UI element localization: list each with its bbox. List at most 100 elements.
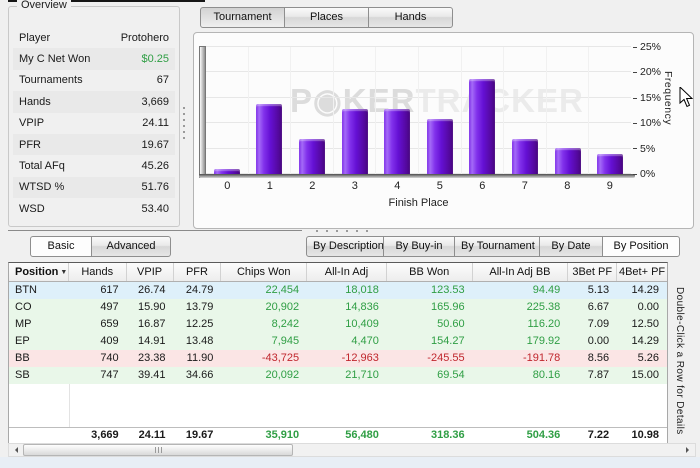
table-cell: BTN: [15, 284, 37, 296]
tab-by-position[interactable]: By Position: [602, 236, 680, 257]
overview-row-value: 53.40: [141, 202, 169, 215]
horizontal-scrollbar[interactable]: [8, 443, 696, 457]
table-row[interactable]: SB 747 39.41 34.66 20,092 21,710 69.54 80.16 7.8…: [9, 367, 667, 384]
column-header-bb-won[interactable]: BB Won: [387, 263, 473, 281]
scrollbar-thumb[interactable]: [23, 444, 293, 456]
table-cell: 165.96: [430, 301, 465, 313]
double-click-hint: Double-Click a Row for Details: [674, 287, 685, 435]
overview-panel: Overview Player Protohero My C Net Won $0.2…: [8, 0, 180, 227]
bar-slot: [588, 47, 631, 174]
overview-title: Overview: [17, 0, 71, 11]
totals-cell: [9, 428, 69, 444]
column-divider-line: [69, 384, 70, 427]
tab-by-date[interactable]: By Date: [539, 236, 603, 257]
table-cell: 740: [100, 352, 119, 364]
x-tick-label: 0: [224, 180, 231, 192]
scrollbar-track[interactable]: [23, 444, 681, 456]
table-cell: 18,018: [345, 284, 379, 296]
x-tick-label: 9: [606, 180, 613, 192]
table-cell: -245.55: [427, 352, 465, 364]
column-header-3bet-pf[interactable]: 3Bet PF: [568, 263, 618, 281]
column-header-chips-won[interactable]: Chips Won: [221, 263, 308, 281]
column-header-all-in-adj-bb[interactable]: All-In Adj BB: [473, 263, 569, 281]
horizontal-splitter-handle[interactable]: [312, 229, 372, 233]
table-cell: 10,409: [345, 318, 379, 330]
x-tick-label: 1: [266, 180, 273, 192]
column-header-4bet-pf[interactable]: 4Bet+ PF: [618, 266, 666, 278]
basic-advanced-tab-strip: Basic Advanced: [30, 236, 171, 257]
table-cell: 13.48: [185, 335, 214, 347]
tab-places[interactable]: Places: [284, 7, 369, 28]
overview-row: Player Protohero: [13, 27, 175, 48]
stats-table: Position ▼ Hands VPIP PFR Chips Won All-In Ad…: [8, 262, 668, 444]
column-header-pfr[interactable]: PFR: [174, 263, 222, 281]
overview-row-label: Hands: [19, 95, 51, 108]
table-cell: 7,945: [271, 335, 300, 347]
table-cell: SB: [15, 369, 30, 381]
table-row[interactable]: MP 659 16.87 12.25 8,242 10,409 50.60 116.20 7.0…: [9, 316, 667, 333]
y-tick-label: 5%: [633, 143, 655, 155]
overview-row-label: Tournaments: [19, 74, 83, 87]
overview-row-label: WSD: [19, 202, 45, 215]
overview-row: WTSD % 51.76: [13, 176, 175, 199]
x-tick-label: 6: [479, 180, 486, 192]
table-cell: 12.50: [631, 318, 660, 330]
table-cell: 26.74: [138, 284, 166, 296]
tab-basic[interactable]: Basic: [30, 236, 92, 257]
table-cell: 747: [100, 369, 119, 381]
tab-advanced[interactable]: Advanced: [91, 236, 171, 257]
chart-bar: [256, 104, 283, 174]
table-cell: 16.87: [138, 318, 166, 330]
column-header-hands[interactable]: Hands: [69, 263, 127, 281]
tab-by-buy-in[interactable]: By Buy-in: [383, 236, 455, 257]
totals-cell: 504.36: [526, 429, 561, 441]
tab-by-tournament[interactable]: By Tournament: [454, 236, 540, 257]
tab-tournament[interactable]: Tournament: [200, 7, 285, 28]
table-row[interactable]: BB 740 23.38 11.90 -43,725 -12,963 -245.55 -191…: [9, 350, 667, 367]
table-cell: 11.90: [186, 352, 214, 364]
table-cell: 7.09: [587, 318, 610, 330]
table-cell: 409: [100, 335, 119, 347]
table-cell: BB: [15, 352, 30, 364]
overview-row-label: VPIP: [19, 117, 45, 130]
chart-3d-left-wall: [199, 46, 206, 178]
table-cell: 23.38: [138, 352, 166, 364]
table-cell: 617: [100, 284, 119, 296]
bar-slot: [503, 47, 546, 174]
vertical-splitter-handle[interactable]: [182, 103, 186, 143]
chart-bar: [384, 108, 411, 174]
overview-row-value: 19.67: [141, 138, 169, 151]
table-cell: CO: [15, 301, 32, 313]
table-cell: 497: [100, 301, 119, 313]
table-row[interactable]: CO 497 15.90 13.79 20,902 14,836 165.96 225.38 6…: [9, 299, 667, 316]
column-header-vpip[interactable]: VPIP: [127, 263, 174, 281]
table-cell: 8.56: [587, 352, 610, 364]
column-header-all-in-adj[interactable]: All-In Adj: [307, 263, 387, 281]
overview-row-value: $0.25: [141, 53, 169, 66]
y-axis-title: Frequency: [662, 71, 674, 126]
chart-x-axis: [199, 174, 635, 178]
table-cell: 6.67: [587, 301, 610, 313]
plot-area: [206, 46, 631, 174]
tab-by-description[interactable]: By Description: [306, 236, 384, 257]
scroll-right-button[interactable]: [681, 444, 695, 456]
column-header-position[interactable]: Position ▼: [9, 263, 69, 281]
table-cell: 5.13: [587, 284, 610, 296]
scroll-left-button[interactable]: [9, 444, 23, 456]
overview-row: Tournaments 67: [13, 70, 175, 91]
overview-row-value: 67: [156, 74, 169, 87]
table-cell: 225.38: [526, 301, 561, 313]
table-cell: 154.27: [430, 335, 465, 347]
table-row[interactable]: EP 409 14.91 13.48 7,945 4,470 154.27 179.92 0.0…: [9, 333, 667, 350]
totals-cell: 56,480: [345, 429, 379, 441]
bar-slot: [290, 47, 333, 174]
chart-bar: [554, 148, 581, 174]
table-cell: EP: [15, 335, 30, 347]
table-row[interactable]: BTN 617 26.74 24.79 22,454 18,018 123.53 94.49 5…: [9, 282, 667, 299]
tab-hands[interactable]: Hands: [368, 7, 453, 28]
overview-row-value: Protohero: [120, 31, 169, 44]
table-cell: 20,092: [265, 369, 300, 381]
bar-slot: [332, 47, 376, 174]
table-cell: 94.49: [532, 284, 561, 296]
